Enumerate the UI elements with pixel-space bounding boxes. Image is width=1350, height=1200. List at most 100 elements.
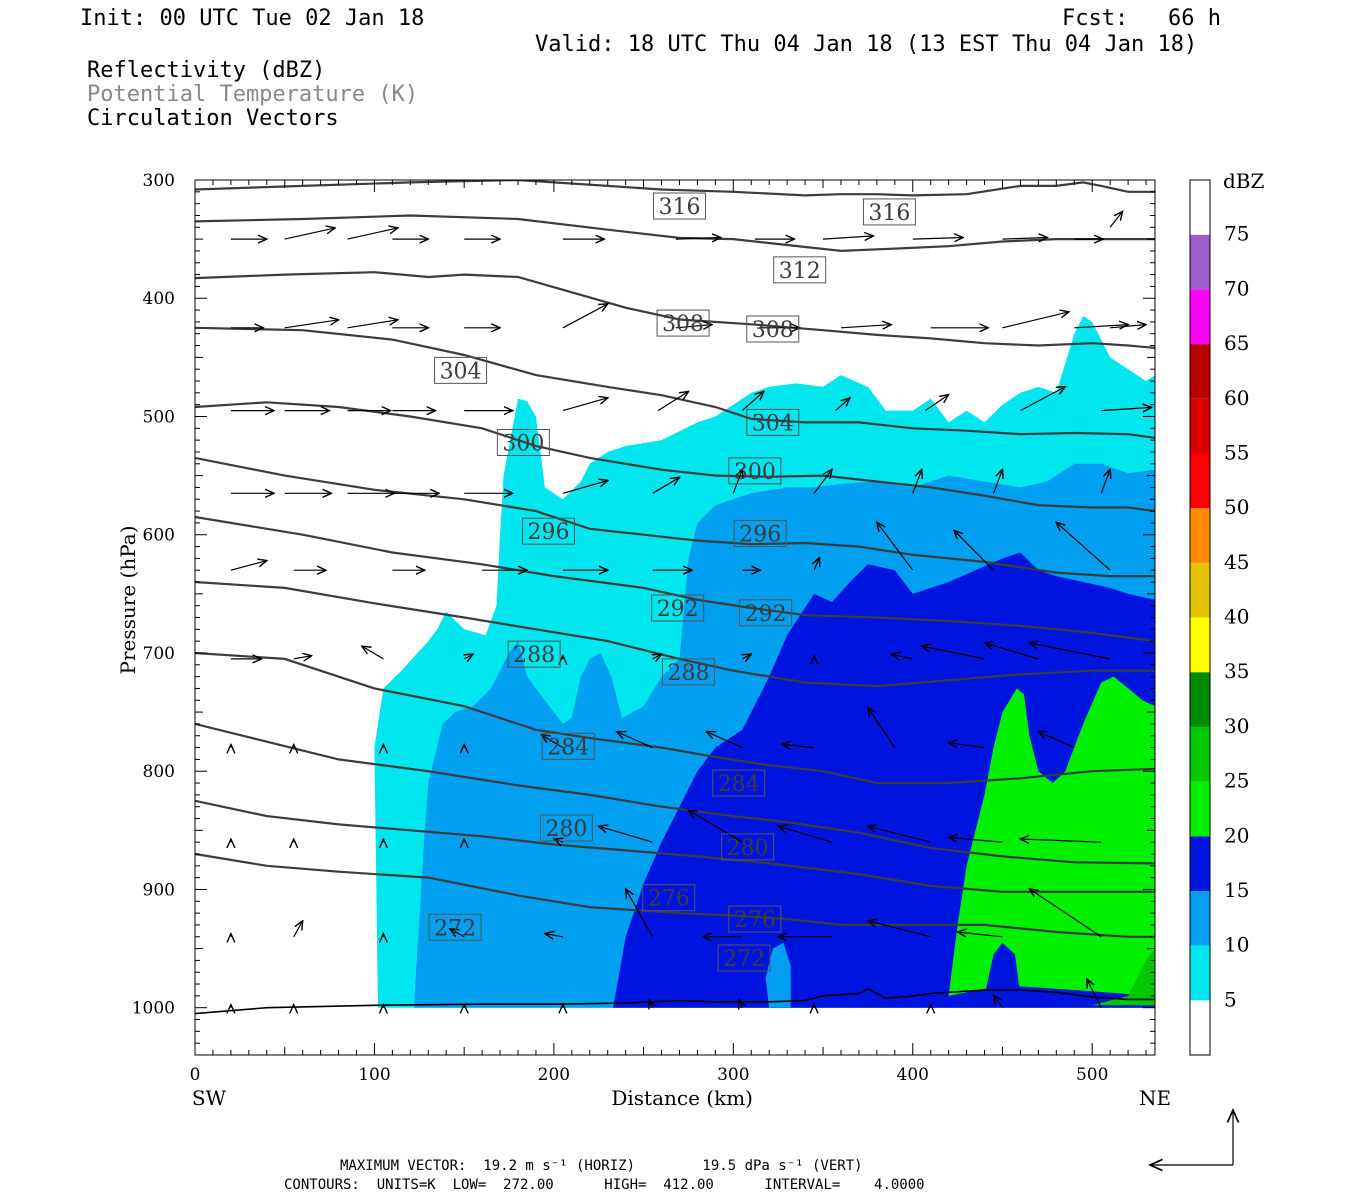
colorbar-tick-label: 15 [1224, 878, 1249, 902]
circulation-vector [1110, 325, 1146, 328]
circulation-vector [347, 320, 398, 329]
contour-label-box [507, 640, 561, 668]
circulation-vector [814, 557, 819, 571]
field-potential-temperature: Potential Temperature (K) [87, 82, 419, 107]
contour-label: 300 [734, 460, 776, 485]
circulation-vector [782, 744, 815, 747]
circulation-vector [653, 654, 662, 659]
contour-label-box [541, 732, 595, 760]
scale-arrows [1150, 1110, 1233, 1165]
colorbar-tick-label: 75 [1224, 222, 1249, 246]
valid-time: Valid: 18 UTC Thu 04 Jan 18 (13 EST Thu … [535, 32, 1198, 57]
contour-label: 288 [667, 661, 709, 686]
y-axis-label: Pressure (hPa) [116, 526, 140, 675]
y-tick-label: 900 [143, 880, 175, 900]
reflectivity-fills [374, 316, 1155, 1008]
y-tick-label: 800 [143, 762, 175, 782]
contour-label-box [434, 356, 488, 384]
x-tick-label: 0 [190, 1065, 201, 1085]
circulation-vector [541, 735, 564, 749]
contour-label: 308 [662, 312, 704, 337]
circulation-vector [891, 654, 913, 659]
y-tick-label: 400 [143, 289, 175, 309]
circulation-vector [949, 837, 1003, 843]
colorbar-swatch [1190, 890, 1210, 946]
x-tick-label: 400 [897, 1065, 929, 1085]
circulation-vector [868, 826, 931, 843]
contour-label-box [496, 429, 550, 456]
colorbar-swatch [1190, 180, 1210, 235]
contour-label-box [773, 256, 827, 284]
circulation-vector [1038, 732, 1075, 749]
reflectivity-region-15dbz [984, 942, 1021, 996]
colorbar-swatch [1190, 836, 1210, 891]
y-tick-label: 500 [143, 407, 175, 427]
contour-label-box [651, 594, 705, 622]
contour-label-box [862, 198, 916, 226]
circulation-vector [450, 929, 465, 938]
contour-label-box [733, 520, 787, 548]
contour-label: 276 [648, 887, 690, 912]
theta-contour-276 [195, 799, 1155, 893]
contour-label: 280 [727, 836, 769, 861]
circulation-vector [954, 530, 994, 571]
contour-label: 272 [434, 916, 476, 941]
circulation-vector [741, 391, 764, 412]
colorbar-tick-label: 35 [1224, 659, 1249, 683]
colorbar-tick-label: 45 [1224, 550, 1249, 574]
circulation-vector [732, 469, 742, 494]
contour-label: 288 [513, 643, 555, 668]
circulation-vector [293, 921, 303, 938]
contour-label: 272 [723, 947, 765, 972]
theta-contour-296 [195, 456, 1155, 578]
surface-pressure-line [195, 987, 1155, 1015]
colorbar-swatch [1190, 672, 1210, 727]
circulation-vector [464, 654, 473, 659]
circulation-vectors [231, 211, 1152, 1007]
circulation-vector [1087, 979, 1102, 1008]
circulation-vector [868, 921, 931, 938]
contour-labels: 316 316 312 308 308 304 304 300 300 296 296 292 292 2… [428, 192, 916, 972]
contour-label: 296 [527, 520, 569, 545]
y-tick-label: 600 [143, 526, 175, 546]
contour-label: 284 [547, 735, 589, 760]
colorbar-swatch [1190, 344, 1210, 399]
circulation-vector [912, 238, 963, 240]
contour-label: 296 [739, 523, 781, 548]
circulation-vector [284, 228, 335, 240]
y-tick-label: 300 [143, 171, 175, 191]
circulation-vector [778, 826, 833, 843]
circulation-vector [284, 320, 339, 329]
colorbar-swatch [1190, 562, 1210, 618]
circulation-vector [688, 810, 743, 843]
colorbar-swatch [1190, 508, 1210, 563]
colorbar-swatch [1190, 234, 1210, 290]
circulation-vector [626, 889, 654, 938]
contour-label-box [728, 457, 782, 485]
circulation-vector [840, 325, 891, 328]
contour-label-box [521, 517, 575, 545]
circulation-vector [230, 561, 267, 571]
contour-label-box [728, 905, 782, 933]
circulation-vector [1101, 407, 1151, 410]
circulation-vector [562, 398, 608, 412]
direction-label-ne: NE [1139, 1086, 1171, 1110]
circulation-vector [1002, 312, 1070, 329]
contour-label: 308 [752, 318, 794, 343]
contour-label: 276 [734, 908, 776, 933]
circulation-vector [924, 395, 948, 412]
contour-label-box [642, 884, 696, 912]
contour-label-box [652, 192, 706, 220]
circulation-vector [562, 304, 608, 329]
direction-label-sw: SW [192, 1086, 227, 1110]
circulation-vector [739, 1000, 743, 1008]
colorbar-swatch [1190, 398, 1210, 454]
circulation-vector [868, 708, 896, 748]
contour-label: 304 [752, 411, 794, 436]
contour-label-box [721, 833, 775, 861]
reflectivity-region-10dbz [765, 942, 791, 1008]
circulation-vector [652, 477, 680, 494]
x-tick-label: 300 [717, 1065, 749, 1085]
circulation-vector [1020, 387, 1065, 412]
